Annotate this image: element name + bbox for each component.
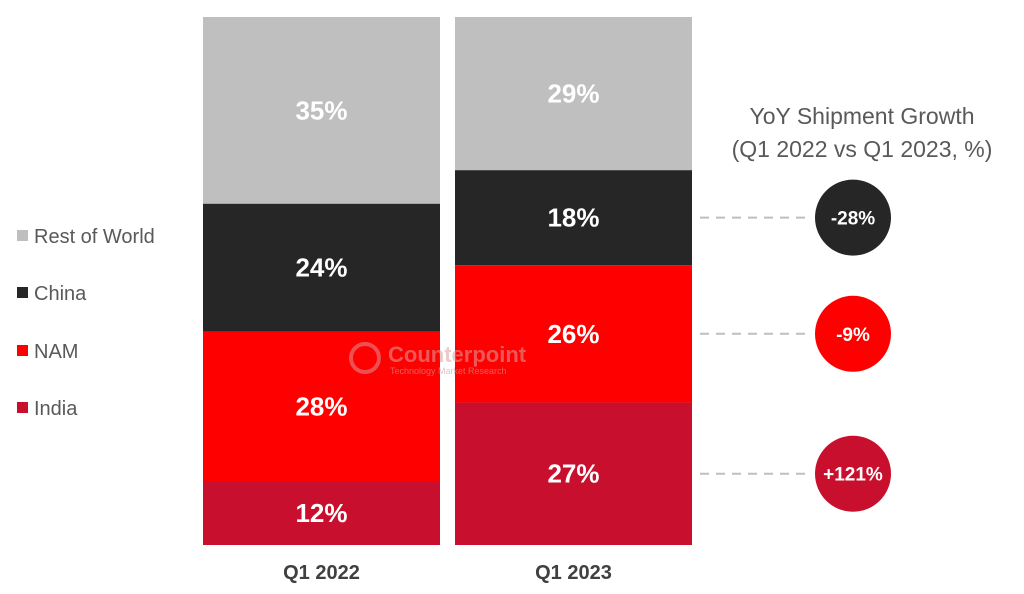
- bar-q1-2023-india: [455, 402, 692, 545]
- growth-label-nam: -9%: [836, 325, 870, 346]
- bars-layer: [203, 17, 692, 545]
- growth-label-china: -28%: [831, 209, 875, 230]
- bar-q1-2023-china: [455, 170, 692, 266]
- growth-title-line2: (Q1 2022 vs Q1 2023, %): [732, 136, 993, 162]
- bar-q1-2022-nam: [203, 331, 440, 481]
- watermark-subtitle: Technology Market Research: [390, 366, 507, 376]
- growth-circles: -28% -9% +121%: [700, 179, 891, 512]
- data-label-q1-2023-rest-of-world: 29%: [547, 79, 599, 109]
- data-label-q1-2023-india: 27%: [547, 459, 599, 489]
- bar-q1-2023-nam: [455, 265, 692, 403]
- legend-label-nam: NAM: [34, 341, 78, 363]
- bar-q1-2023-rest-of-world: [455, 17, 692, 171]
- legend-swatch-rest-of-world: [17, 230, 28, 241]
- growth-title-line1: YoY Shipment Growth: [749, 103, 974, 129]
- legend-label-india: India: [34, 398, 78, 420]
- category-labels-layer: Q1 2022 Q1 2023: [283, 562, 612, 584]
- bar-q1-2022-china: [203, 203, 440, 332]
- category-label-q1-2023: Q1 2023: [535, 562, 612, 584]
- legend-label-rest-of-world: Rest of World: [34, 226, 155, 248]
- growth-circle-nam: [815, 295, 891, 372]
- data-label-q1-2023-china: 18%: [547, 203, 599, 233]
- legend-label-china: China: [34, 283, 87, 305]
- legend-swatch-china: [17, 287, 28, 298]
- growth-label-india: +121%: [823, 465, 883, 486]
- legend-swatch-india: [17, 402, 28, 413]
- segment-labels-layer: 12% 28% 24% 35% 27% 26% 18% 29%: [295, 79, 599, 528]
- watermark: Counterpoint Technology Market Research: [349, 342, 527, 376]
- data-label-q1-2022-china: 24%: [295, 253, 347, 283]
- growth-circle-china: [815, 179, 891, 256]
- growth-circle-india: [815, 435, 891, 512]
- data-label-q1-2023-nam: 26%: [547, 319, 599, 349]
- data-label-q1-2022-rest-of-world: 35%: [295, 95, 347, 125]
- bar-q1-2022-india: [203, 481, 440, 545]
- data-label-q1-2022-nam: 28%: [295, 391, 347, 421]
- category-label-q1-2022: Q1 2022: [283, 562, 360, 584]
- watermark-name: Counterpoint: [388, 342, 527, 367]
- bar-q1-2022-rest-of-world: [203, 17, 440, 204]
- legend-swatch-nam: [17, 345, 28, 356]
- data-label-q1-2022-india: 12%: [295, 498, 347, 528]
- watermark-logo-icon: [349, 342, 381, 374]
- legend: Rest of World China NAM India: [17, 226, 155, 420]
